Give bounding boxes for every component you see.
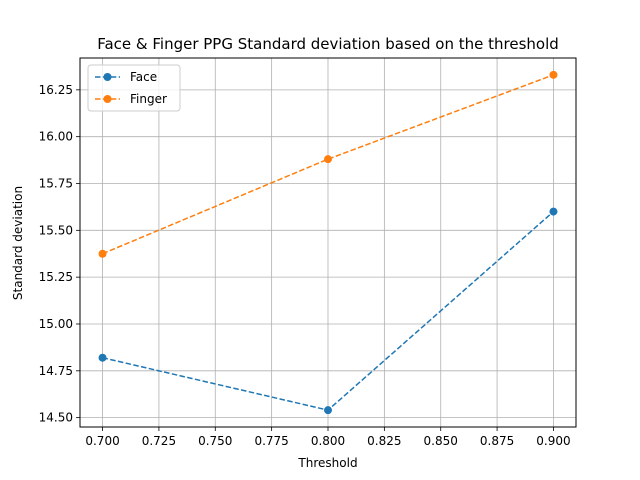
- y-tick-label: 15.00: [39, 317, 73, 331]
- y-tick-label: 15.25: [39, 270, 73, 284]
- x-axis-title: Threshold: [297, 456, 357, 470]
- x-tick-label: 0.875: [480, 434, 514, 448]
- y-axis-title: Standard deviation: [11, 186, 25, 300]
- data-point-face: [549, 207, 558, 216]
- y-tick-label: 14.75: [39, 364, 73, 378]
- y-tick-label: 14.50: [39, 411, 73, 425]
- series-line-finger: [102, 74, 554, 255]
- data-point-face: [98, 353, 107, 362]
- legend-marker-finger: [103, 95, 112, 103]
- data-point-face: [324, 406, 332, 415]
- y-tick-label: 15.50: [39, 223, 73, 237]
- x-tick-label: 0.700: [85, 434, 119, 448]
- x-axis: 0.700 0.725 0.750 0.775 0.800 0.825 0.850 0.875…: [85, 427, 571, 448]
- legend-marker-face: [103, 73, 112, 81]
- x-tick-label: 0.900: [536, 434, 570, 448]
- grid: [80, 58, 576, 427]
- y-axis: 14.50 14.75 15.00 15.25 15.50 15.75 16.00 16.25: [39, 83, 80, 425]
- x-tick-label: 0.825: [367, 434, 401, 448]
- x-tick-label: 0.725: [142, 434, 176, 448]
- data-point-finger: [324, 155, 332, 164]
- chart-title: Face & Finger PPG Standard deviation bas…: [97, 35, 559, 53]
- series-markers: [98, 70, 558, 415]
- legend-label-face: Face: [130, 70, 157, 84]
- y-tick-label: 16.25: [39, 83, 73, 97]
- y-tick-label: 16.00: [39, 130, 73, 144]
- legend-label-finger: Finger: [130, 92, 167, 106]
- data-point-finger: [98, 249, 107, 258]
- x-tick-label: 0.850: [424, 434, 458, 448]
- legend: Face Finger: [87, 64, 181, 112]
- x-tick-label: 0.775: [254, 434, 288, 448]
- x-tick-label: 0.750: [198, 434, 232, 448]
- x-tick-label: 0.800: [311, 434, 345, 448]
- data-point-finger: [549, 70, 558, 79]
- y-tick-label: 15.75: [39, 176, 73, 190]
